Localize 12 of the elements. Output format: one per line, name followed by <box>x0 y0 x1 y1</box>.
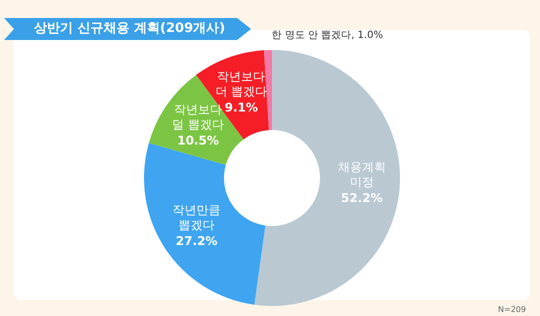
data-label: 52.2% <box>340 191 383 206</box>
chart-title: 상반기 신규채용 계획(209개사) <box>4 18 252 40</box>
text: N=209 <box>498 305 526 314</box>
slice-label: 작년만큼 뽑겠다 <box>172 203 221 232</box>
slice-label: 작년보다 더 뽑겠다 <box>215 69 268 98</box>
slice-label: 채용계획 미정 <box>338 160 386 190</box>
slice-label: 한 명도 안 뽑겠다, 1.0% <box>272 30 383 42</box>
slice-label: 작년보다 덜 뽑겠다 <box>172 102 224 132</box>
data-label: 9.1% <box>224 100 258 114</box>
donut-slice <box>144 143 266 305</box>
data-label: 10.5% <box>177 134 219 148</box>
data-label: 27.2% <box>176 234 218 248</box>
